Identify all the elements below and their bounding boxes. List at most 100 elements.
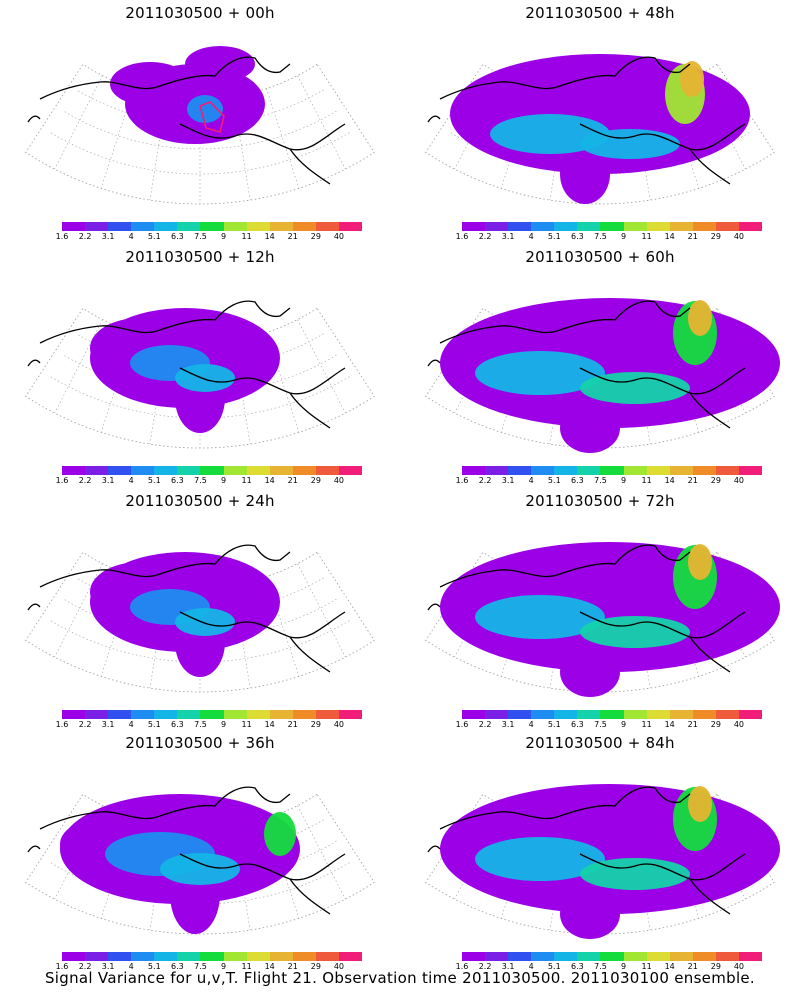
colorbar-label: 29 bbox=[710, 232, 721, 241]
colorbar-label: 2.2 bbox=[78, 232, 92, 241]
meridian-line bbox=[297, 319, 346, 414]
colorbar-label: 21 bbox=[687, 232, 698, 241]
colorbar-swatch bbox=[692, 710, 716, 719]
colorbar-label: 40 bbox=[733, 476, 745, 485]
colorbar-label: 6.3 bbox=[171, 232, 184, 241]
meridian-line bbox=[233, 96, 251, 201]
colorbar-label: 14 bbox=[664, 720, 675, 729]
colorbar-label: 4 bbox=[128, 232, 134, 241]
colorbar-label: 40 bbox=[333, 962, 345, 971]
colorbar-label: 6.3 bbox=[571, 720, 584, 729]
colorbar-label: 7.5 bbox=[194, 232, 207, 241]
colorbar-swatch bbox=[177, 466, 201, 475]
colorbar-swatch bbox=[738, 222, 763, 231]
colorbar-label: 1.6 bbox=[455, 476, 469, 485]
colorbar-label: 7.5 bbox=[594, 232, 607, 241]
colorbar-swatch bbox=[131, 952, 155, 961]
colorbar-label: 5.1 bbox=[547, 232, 561, 241]
colorbar-label: 7.5 bbox=[594, 962, 607, 971]
polar-map bbox=[425, 542, 780, 697]
colorbar-label: 5.1 bbox=[547, 476, 561, 485]
meridian-line bbox=[54, 319, 103, 414]
forecast-panel: 2011030500 + 24h 1.6 2.2 3.1 4 5.1 6.3 7.5 9 11 14… bbox=[0, 488, 400, 729]
colorbar-label: 4 bbox=[528, 720, 534, 729]
colorbar-swatch bbox=[223, 466, 247, 475]
variance-contour bbox=[580, 858, 690, 890]
forecast-panel: 2011030500 + 12h 1.6 2.2 3.1 4 5.1 6.3 7.5 9 11 14… bbox=[0, 244, 400, 485]
colorbar-swatch bbox=[269, 222, 293, 231]
colorbar-label: 3.1 bbox=[501, 962, 515, 971]
colorbar-label: 4 bbox=[128, 476, 134, 485]
variance-contour bbox=[580, 129, 680, 159]
colorbar-label: 29 bbox=[710, 476, 721, 485]
polar-map bbox=[425, 784, 780, 939]
colorbar-label: 3.1 bbox=[501, 720, 515, 729]
colorbar-swatch bbox=[692, 466, 716, 475]
colorbar-swatch bbox=[669, 466, 693, 475]
colorbar-label: 1.6 bbox=[55, 720, 69, 729]
colorbar-label: 1.6 bbox=[55, 232, 69, 241]
meridian-line bbox=[54, 75, 103, 170]
colorbar-label: 40 bbox=[333, 476, 345, 485]
colorbar: 1.6 2.2 3.1 4 5.1 6.3 7.5 9 11 14 21 29 40 bbox=[456, 710, 763, 732]
colorbar-label: 9 bbox=[620, 962, 627, 971]
colorbar-label: 7.5 bbox=[594, 720, 607, 729]
colorbar-swatch bbox=[715, 222, 739, 231]
colorbar-swatch bbox=[200, 952, 224, 961]
colorbar-label: 21 bbox=[687, 476, 698, 485]
colorbar-label: 1.6 bbox=[455, 720, 469, 729]
colorbar: 1.6 2.2 3.1 4 5.1 6.3 7.5 9 11 14 21 29 40 bbox=[56, 710, 363, 732]
colorbar-label: 3.1 bbox=[501, 476, 515, 485]
colorbar: 1.6 2.2 3.1 4 5.1 6.3 7.5 9 11 14 21 29 40 bbox=[56, 466, 363, 488]
forecast-panel: 2011030500 + 72h 1.6 2.2 3.1 4 5.1 6.3 7.5 9 11 14… bbox=[400, 488, 800, 729]
colorbar-swatch bbox=[62, 466, 86, 475]
variance-contour bbox=[160, 853, 240, 885]
colorbar-label: 11 bbox=[241, 232, 252, 241]
colorbar-label: 5.1 bbox=[147, 962, 161, 971]
colorbar-swatch bbox=[269, 952, 293, 961]
colorbar-label: 4 bbox=[128, 720, 134, 729]
colorbar-label: 29 bbox=[310, 720, 321, 729]
colorbar-swatch bbox=[246, 710, 270, 719]
colorbar-swatch bbox=[223, 222, 247, 231]
variance-contour bbox=[185, 46, 255, 82]
colorbar-swatch bbox=[131, 710, 155, 719]
colorbar-swatch bbox=[623, 222, 647, 231]
colorbar-label: 11 bbox=[241, 962, 252, 971]
colorbar-swatch bbox=[177, 952, 201, 961]
colorbar-swatch bbox=[577, 952, 601, 961]
variance-field bbox=[90, 308, 280, 433]
colorbar-swatch bbox=[269, 710, 293, 719]
colorbar-label: 2.2 bbox=[478, 720, 492, 729]
colorbar-label: 6.3 bbox=[571, 232, 584, 241]
panel-title: 2011030500 + 00h bbox=[125, 4, 275, 22]
colorbar-swatch bbox=[154, 952, 178, 961]
variance-contour bbox=[688, 300, 712, 336]
colorbar-swatch bbox=[292, 952, 316, 961]
variance-contour bbox=[560, 403, 620, 453]
colorbar-label: 6.3 bbox=[171, 476, 184, 485]
colorbar-swatch bbox=[85, 710, 109, 719]
polar-map bbox=[25, 544, 375, 693]
colorbar-swatch bbox=[246, 952, 270, 961]
colorbar-swatch bbox=[577, 466, 601, 475]
variance-field bbox=[440, 298, 780, 453]
colorbar-label: 1.6 bbox=[455, 232, 469, 241]
variance-contour bbox=[110, 62, 190, 106]
colorbar-swatch bbox=[715, 710, 739, 719]
colorbar-label: 5.1 bbox=[147, 476, 161, 485]
variance-contour bbox=[475, 837, 605, 881]
colorbar-swatch bbox=[508, 952, 532, 961]
variance-field bbox=[60, 794, 300, 934]
colorbar-label: 3.1 bbox=[101, 720, 115, 729]
colorbar-swatch bbox=[62, 710, 86, 719]
colorbar-swatch bbox=[715, 466, 739, 475]
panel-title: 2011030500 + 60h bbox=[525, 248, 675, 266]
colorbar-swatch bbox=[692, 222, 716, 231]
meridian-line bbox=[297, 75, 346, 170]
colorbar-swatch bbox=[531, 952, 555, 961]
colorbar-label: 3.1 bbox=[101, 962, 115, 971]
polar-map bbox=[25, 786, 375, 935]
panel-title: 2011030500 + 24h bbox=[125, 492, 275, 510]
variance-contour bbox=[187, 95, 223, 123]
